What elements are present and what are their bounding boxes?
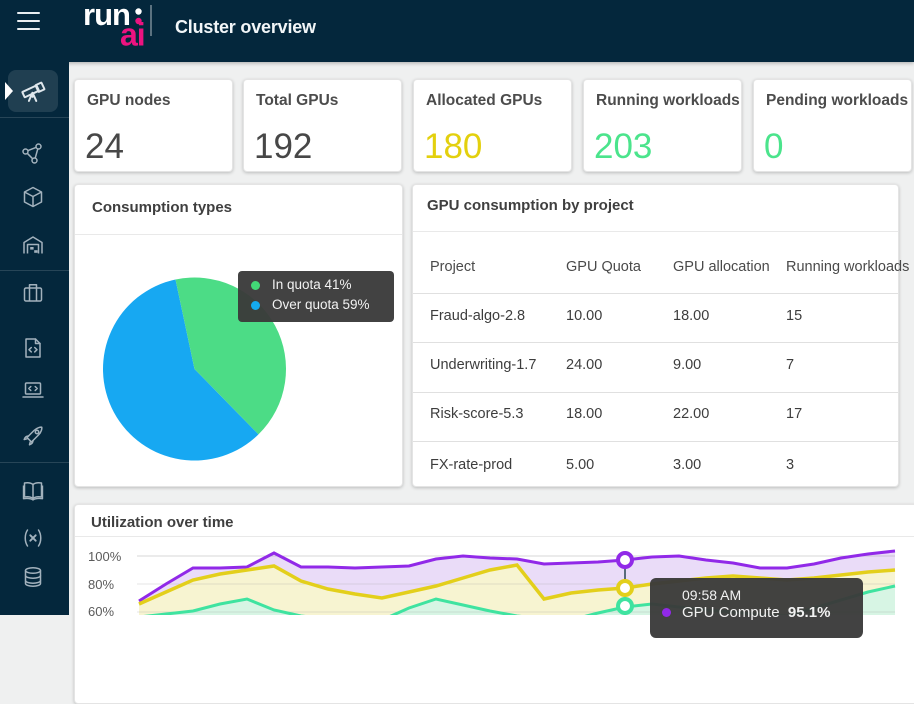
- svg-text:run: run: [83, 0, 130, 32]
- svg-text:ai: ai: [120, 17, 145, 53]
